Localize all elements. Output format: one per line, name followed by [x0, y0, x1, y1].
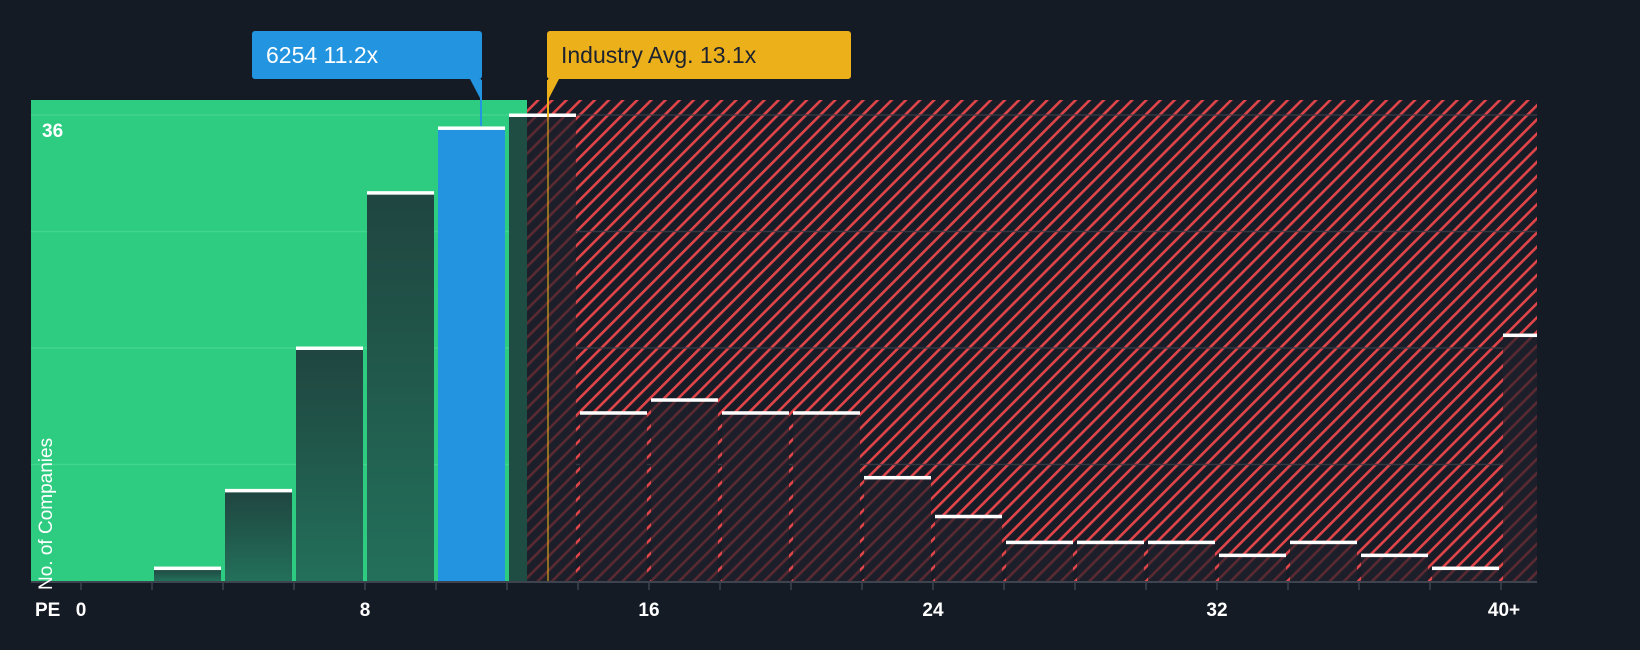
histogram-bar [225, 488, 292, 581]
bar-cap [438, 126, 505, 130]
bar-cap [1290, 540, 1357, 545]
bar-cap [580, 411, 647, 415]
company-bar [438, 126, 505, 581]
bar-cap [722, 411, 789, 415]
bar-cap [1361, 553, 1428, 558]
histogram-bar [509, 113, 576, 581]
company-callout-pointer [470, 79, 481, 100]
company-pe-callout: 6254 11.2x [252, 31, 482, 79]
bar-cap [1219, 553, 1286, 558]
histogram-bar [367, 191, 434, 581]
bar-cap [1503, 333, 1537, 338]
x-axis [31, 581, 1537, 590]
y-axis-title: No. of Companies [36, 437, 57, 590]
histogram-bar [1077, 540, 1144, 581]
histogram-bar [1148, 540, 1215, 581]
x-tick-label: 24 [922, 600, 944, 621]
bar-cap [296, 346, 363, 350]
x-axis-title: PE [35, 600, 61, 621]
histogram-bar [580, 411, 647, 581]
industry-callout-pointer [548, 79, 559, 100]
bar-cap [864, 475, 931, 480]
histogram-bar [864, 475, 931, 581]
histogram-bar [1006, 540, 1073, 581]
bar-cap [793, 411, 860, 415]
histogram-bar [651, 398, 718, 581]
x-tick-label: 0 [75, 600, 87, 621]
bar-cap [1148, 540, 1215, 545]
bar-cap [509, 113, 576, 117]
bar-cap [935, 514, 1002, 519]
x-tick-label: 32 [1206, 600, 1228, 621]
histogram-bar [935, 514, 1002, 581]
histogram-bar [722, 411, 789, 581]
bar-cap [1006, 540, 1073, 545]
markers [470, 79, 559, 581]
y-max-label: 36 [42, 121, 64, 142]
x-tick-label: 8 [359, 600, 371, 621]
histogram-bar [1503, 333, 1537, 581]
bar-cap [154, 566, 221, 571]
histogram-bar [154, 566, 221, 581]
bar-cap [225, 488, 292, 493]
histogram-bar [1361, 553, 1428, 581]
x-tick-label: 40+ [1487, 600, 1521, 621]
industry-avg-callout: Industry Avg. 13.1x [547, 31, 851, 79]
bar-cap [367, 191, 434, 195]
bar-cap [1432, 566, 1499, 571]
histogram-bar [1290, 540, 1357, 581]
bar-cap [651, 398, 718, 402]
x-tick-label: 16 [638, 600, 660, 621]
histogram-bar [1219, 553, 1286, 581]
gridlines [31, 114, 1537, 466]
bar-cap [1077, 540, 1144, 545]
histogram-bar [793, 411, 860, 581]
histogram-bar [296, 346, 363, 581]
histogram-bar [1432, 566, 1499, 581]
histogram-bars [154, 113, 1537, 581]
